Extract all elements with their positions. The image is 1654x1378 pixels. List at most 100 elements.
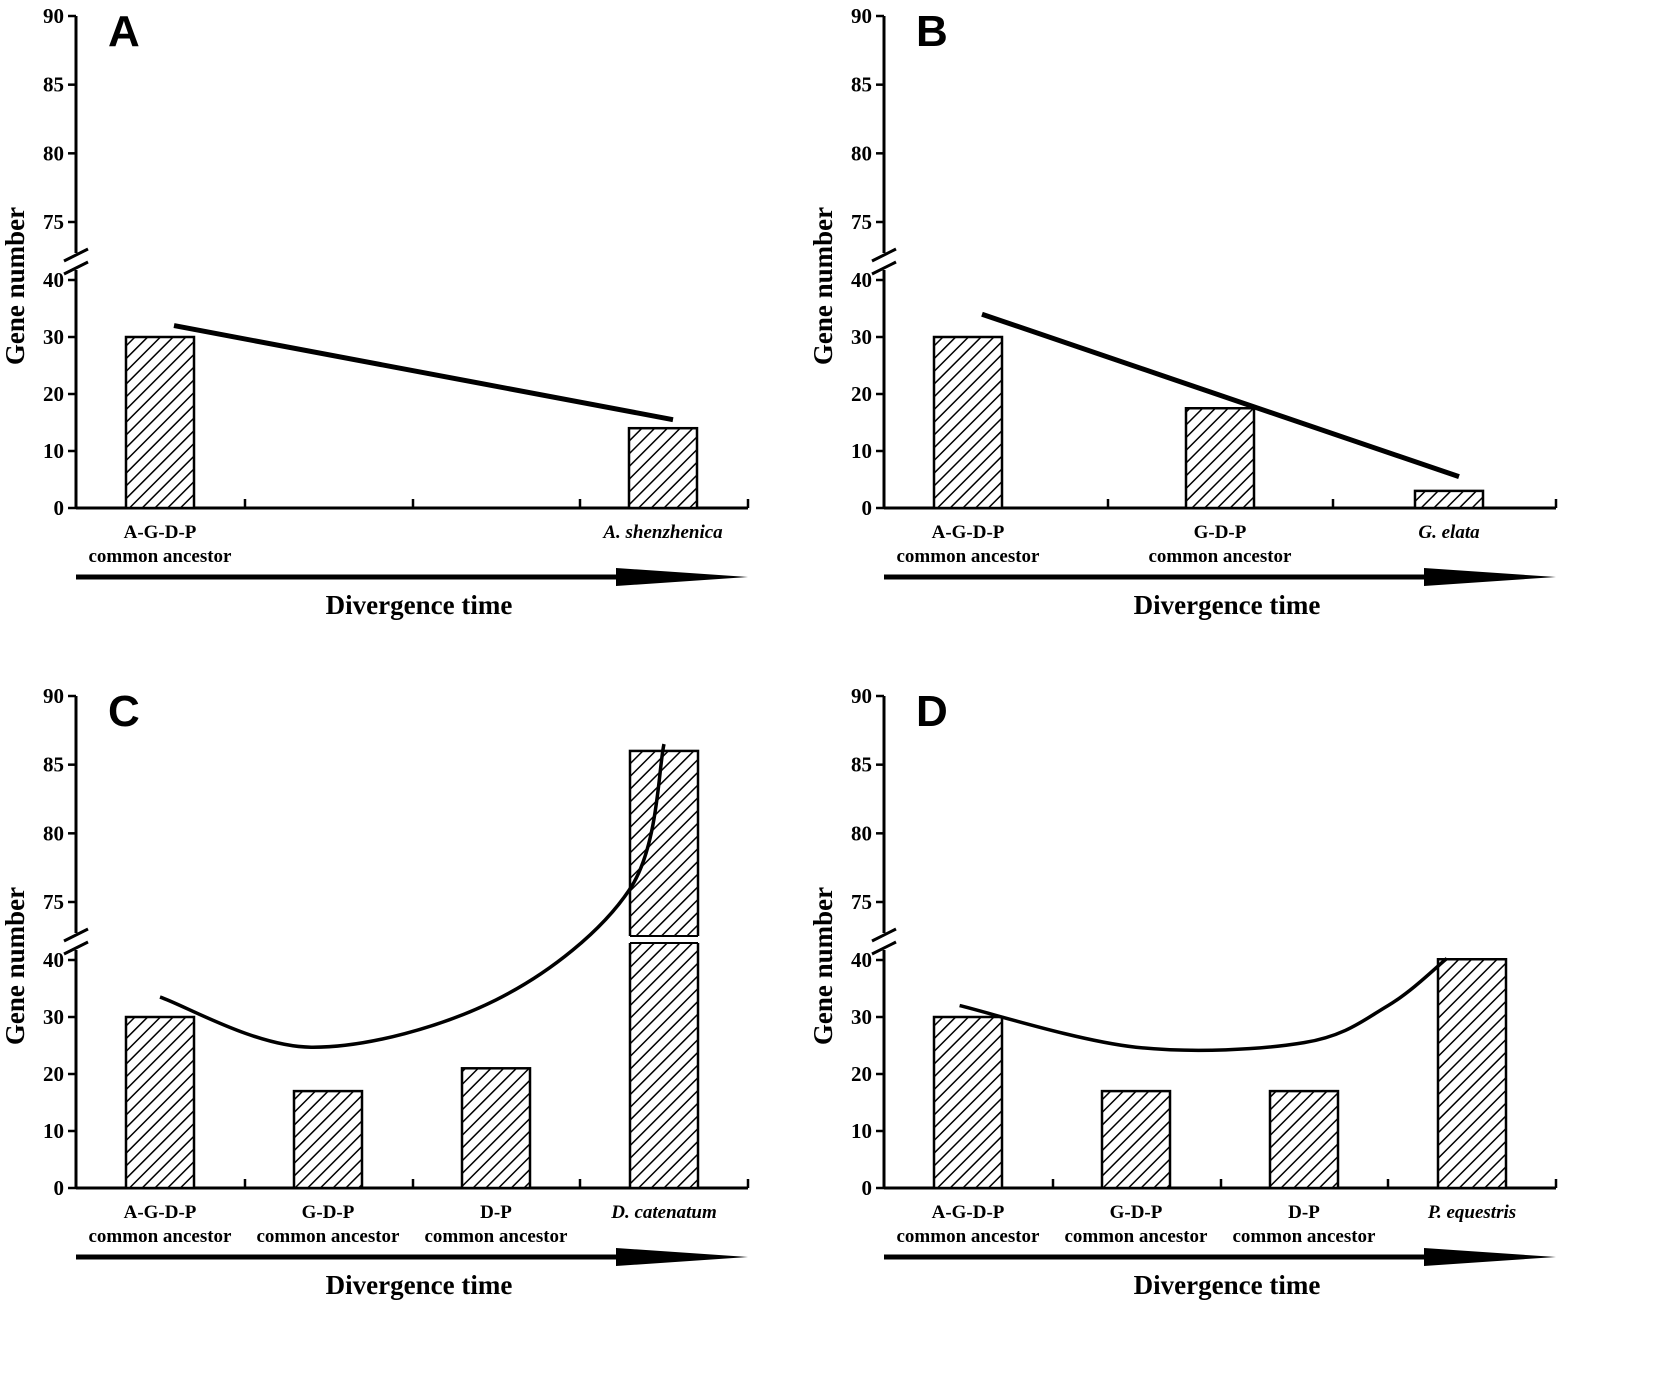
category-label: G-D-P <box>1110 1202 1163 1223</box>
panel-B: 0 10 20 30 40 75 80 85 90 Gene number B A-G-D-P comm… <box>808 4 1558 620</box>
y-tick-label: 90 <box>43 684 64 708</box>
y-tick-label: 90 <box>851 684 872 708</box>
panel-A: 0 10 20 30 40 75 80 85 90 Gene number A A-G-D-P comm… <box>0 4 750 620</box>
y-tick-label: 85 <box>851 73 872 97</box>
bar <box>1436 958 1508 1190</box>
trend-line <box>173 323 674 423</box>
axis-break-mark <box>871 940 897 956</box>
bar <box>1184 407 1256 510</box>
category-label: G-D-P <box>302 1202 355 1223</box>
category-label: common ancestor <box>89 1226 233 1247</box>
x-axis-label: Divergence time <box>1134 590 1321 620</box>
bar <box>627 426 699 510</box>
category-label: A-G-D-P <box>932 1202 1005 1223</box>
bar <box>1413 489 1485 510</box>
y-tick-label: 20 <box>851 1062 872 1086</box>
category-label: P. equestris <box>1427 1202 1516 1223</box>
category-label: A-G-D-P <box>124 1202 197 1223</box>
y-tick-label: 80 <box>851 141 872 165</box>
y-tick-label: 75 <box>43 210 64 234</box>
y-tick-label: 40 <box>43 948 64 972</box>
axis-break-mark <box>871 927 897 943</box>
trend-curve <box>959 957 1448 1053</box>
x-axis-label: Divergence time <box>326 1270 513 1300</box>
category-label: common ancestor <box>897 1226 1041 1247</box>
category-label: A-G-D-P <box>124 522 197 543</box>
category-label: G. elata <box>1418 522 1480 543</box>
y-tick-label: 80 <box>43 821 64 845</box>
bar <box>124 335 196 510</box>
y-tick-label: 85 <box>43 73 64 97</box>
category-label: common ancestor <box>425 1226 569 1247</box>
category-label: common ancestor <box>1065 1226 1209 1247</box>
y-tick-label: 0 <box>54 1176 65 1200</box>
y-tick-label: 10 <box>851 1119 872 1143</box>
y-tick-label: 10 <box>43 439 64 463</box>
y-tick-label: 90 <box>43 4 64 28</box>
y-tick-label: 40 <box>43 268 64 292</box>
y-axis-label: Gene number <box>808 207 838 365</box>
panel-letter: A <box>108 7 140 56</box>
bar-break-gap <box>628 936 700 943</box>
category-label: D. catenatum <box>610 1202 717 1223</box>
y-tick-label: 30 <box>851 325 872 349</box>
y-tick-label: 10 <box>851 439 872 463</box>
y-tick-label: 40 <box>851 268 872 292</box>
y-tick-label: 90 <box>851 4 872 28</box>
y-tick-label: 80 <box>43 141 64 165</box>
category-label: common ancestor <box>1233 1226 1377 1247</box>
axis-break-mark <box>63 247 89 263</box>
panel-letter: C <box>108 687 140 736</box>
y-tick-label: 85 <box>43 753 64 777</box>
axis-break-mark <box>63 260 89 276</box>
category-label: common ancestor <box>1149 546 1293 567</box>
bar <box>1268 1089 1340 1190</box>
time-arrow-head <box>1424 568 1556 586</box>
y-tick-label: 0 <box>862 1176 873 1200</box>
trend-curve <box>159 743 666 1049</box>
y-tick-label: 30 <box>43 1005 64 1029</box>
trend-line <box>981 311 1460 480</box>
x-axis-label: Divergence time <box>1134 1270 1321 1300</box>
panel-D: 0 10 20 30 40 75 80 85 90 Gene number D A-G-D-P comm… <box>808 684 1558 1300</box>
y-tick-label: 0 <box>862 496 873 520</box>
y-tick-label: 75 <box>851 890 872 914</box>
y-tick-label: 20 <box>43 382 64 406</box>
y-tick-label: 20 <box>851 382 872 406</box>
y-axis-label: Gene number <box>0 887 30 1045</box>
panel-letter: B <box>916 7 948 56</box>
bar <box>932 1015 1004 1190</box>
y-tick-label: 30 <box>851 1005 872 1029</box>
y-tick-label: 0 <box>54 496 65 520</box>
category-label: G-D-P <box>1194 522 1247 543</box>
bar <box>628 749 700 1190</box>
y-tick-label: 40 <box>851 948 872 972</box>
y-axis-label: Gene number <box>0 207 30 365</box>
category-label: common ancestor <box>897 546 1041 567</box>
bar <box>124 1015 196 1190</box>
category-label: D-P <box>1288 1202 1320 1223</box>
time-arrow-head <box>1424 1248 1556 1266</box>
y-tick-label: 10 <box>43 1119 64 1143</box>
category-label: common ancestor <box>89 546 233 567</box>
bar <box>292 1089 364 1190</box>
y-axis-label: Gene number <box>808 887 838 1045</box>
y-tick-label: 30 <box>43 325 64 349</box>
category-label: A-G-D-P <box>932 522 1005 543</box>
y-tick-label: 75 <box>43 890 64 914</box>
category-label: A. shenzhenica <box>602 522 723 543</box>
axis-break-mark <box>63 927 89 943</box>
bar <box>1100 1089 1172 1190</box>
panel-C: 0 10 20 30 40 75 80 85 90 Gene number C A-G-D-P comm… <box>0 684 750 1300</box>
y-tick-label: 20 <box>43 1062 64 1086</box>
y-tick-label: 85 <box>851 753 872 777</box>
category-label: common ancestor <box>257 1226 401 1247</box>
axis-break-mark <box>871 247 897 263</box>
x-axis-label: Divergence time <box>326 590 513 620</box>
time-arrow-head <box>616 568 748 586</box>
category-label: D-P <box>480 1202 512 1223</box>
axis-break-mark <box>63 940 89 956</box>
bar <box>460 1067 532 1190</box>
bar <box>932 335 1004 510</box>
